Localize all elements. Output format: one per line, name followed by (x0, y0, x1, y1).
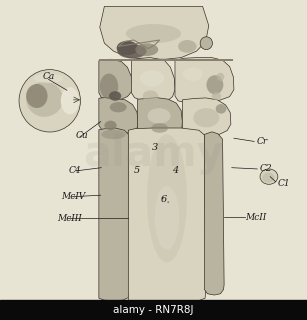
Ellipse shape (147, 134, 187, 262)
Text: 4: 4 (172, 166, 178, 175)
Ellipse shape (193, 108, 220, 127)
Text: 6: 6 (161, 196, 167, 204)
Text: C2: C2 (259, 164, 272, 173)
Ellipse shape (178, 40, 196, 53)
Ellipse shape (216, 73, 224, 81)
Ellipse shape (140, 70, 164, 86)
Ellipse shape (117, 44, 147, 58)
Polygon shape (99, 59, 233, 61)
Polygon shape (175, 58, 234, 103)
Polygon shape (182, 98, 231, 137)
Ellipse shape (19, 69, 80, 132)
Ellipse shape (100, 74, 118, 99)
Ellipse shape (167, 201, 169, 203)
Ellipse shape (151, 123, 168, 133)
Text: 5: 5 (134, 166, 140, 175)
Ellipse shape (206, 75, 223, 94)
Ellipse shape (260, 169, 278, 184)
Text: alamy - RN7R8J: alamy - RN7R8J (113, 305, 194, 315)
Ellipse shape (200, 37, 212, 50)
Text: C1: C1 (278, 179, 290, 188)
Ellipse shape (161, 196, 164, 199)
Polygon shape (128, 128, 206, 304)
Text: 3: 3 (152, 143, 158, 152)
Ellipse shape (183, 68, 203, 81)
Text: Cu: Cu (75, 132, 88, 140)
Ellipse shape (101, 130, 126, 139)
Polygon shape (99, 59, 133, 100)
Text: alamy: alamy (83, 132, 224, 175)
Ellipse shape (212, 92, 221, 100)
Polygon shape (131, 58, 175, 102)
Text: Ca: Ca (42, 72, 55, 81)
Polygon shape (99, 128, 130, 301)
Ellipse shape (61, 87, 79, 114)
Ellipse shape (143, 90, 158, 101)
Ellipse shape (26, 82, 63, 117)
Ellipse shape (26, 84, 48, 108)
Text: McIII: McIII (57, 214, 82, 223)
Text: McIV: McIV (61, 192, 86, 201)
Polygon shape (204, 132, 224, 295)
Polygon shape (100, 6, 209, 59)
Bar (0, 300, 307, 320)
Polygon shape (138, 98, 182, 137)
Ellipse shape (135, 43, 158, 56)
Ellipse shape (155, 186, 179, 250)
Ellipse shape (148, 108, 171, 124)
Ellipse shape (34, 74, 63, 83)
Text: Cr: Cr (256, 137, 267, 146)
Text: C4: C4 (69, 166, 82, 175)
Ellipse shape (216, 104, 227, 114)
Ellipse shape (104, 121, 117, 130)
Ellipse shape (110, 102, 127, 112)
Ellipse shape (126, 24, 181, 43)
Ellipse shape (262, 172, 274, 183)
Text: McII: McII (246, 213, 267, 222)
Polygon shape (99, 98, 138, 134)
Ellipse shape (109, 91, 121, 101)
Ellipse shape (117, 41, 138, 55)
